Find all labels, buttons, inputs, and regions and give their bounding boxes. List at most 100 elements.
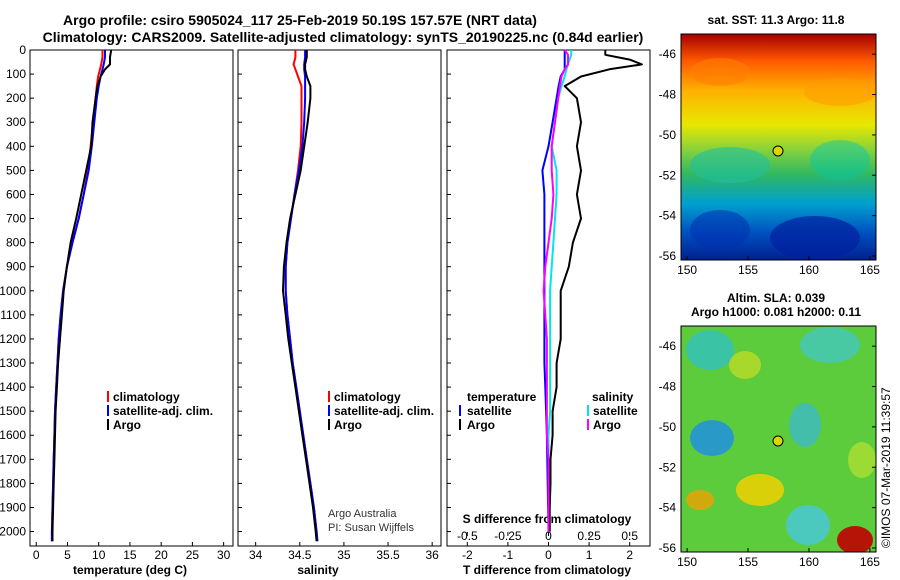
series-line-salinity-argo — [542, 49, 569, 532]
x-tick-label: 10 — [92, 548, 106, 562]
lon-tick-label: 165 — [860, 555, 880, 569]
s-diff-tick-label: -0.5 — [457, 529, 478, 543]
lon-tick-label: 160 — [799, 555, 819, 569]
x-tick-label: 25 — [186, 548, 200, 562]
sla-low-eddy — [690, 420, 734, 456]
legend-label-satellite: satellite-adj. clim. — [334, 404, 434, 418]
depth-tick-label: 1700 — [0, 452, 26, 466]
depth-tick-label: 1300 — [0, 356, 26, 370]
depth-axis: 0 100 200 300 400 500 600 700 800 900 1000 1100 1200… — [0, 43, 451, 539]
depth-tick-label: 1200 — [0, 332, 26, 346]
sst-green-patch — [690, 147, 770, 183]
sla-map-title-line1: Altim. SLA: 0.039 — [727, 291, 825, 305]
credit-pi: PI: Susan Wijffels — [328, 522, 414, 534]
legend-label-climatology: climatology — [113, 390, 180, 404]
imos-timestamp: ©IMOS 07-Mar-2019 11:39:57 — [879, 387, 893, 548]
sla-map-title-line2: Argo h1000: 0.081 h2000: 0.11 — [691, 305, 861, 319]
s-diff-tick-label: 0 — [545, 529, 552, 543]
depth-tick-label: 1800 — [0, 476, 26, 490]
salinity-panel — [237, 49, 442, 547]
temperature-legend: climatology satellite-adj. clim. Argo — [107, 390, 213, 432]
legend-title-salinity: salinity — [592, 390, 634, 404]
sla-high-eddy — [686, 490, 714, 510]
credit-program: Argo Australia — [328, 508, 397, 520]
lat-tick-label: -52 — [659, 460, 677, 474]
sst-warm-patch — [804, 78, 876, 106]
series-line-argo — [282, 50, 318, 542]
legend-label-t-argo: Argo — [467, 418, 495, 432]
difference-series — [541, 49, 643, 532]
lon-tick-label: 155 — [738, 555, 758, 569]
depth-tick-label: 1000 — [0, 284, 26, 298]
lon-tick-label: 165 — [860, 263, 880, 277]
x-tick-label: 0 — [545, 548, 552, 562]
series-line-temperature-argo — [548, 50, 643, 532]
lat-tick-label: -52 — [659, 168, 677, 182]
x-tick-label: 5 — [64, 548, 71, 562]
depth-tick-label: 1400 — [0, 380, 26, 394]
temperature-axis: 0 5 10 15 20 25 30 — [33, 542, 231, 562]
sst-warm-patch — [690, 58, 750, 86]
figure-title-line1: Argo profile: csiro 5905024_117 25-Feb-2… — [63, 12, 537, 28]
x-tick-label: -1 — [503, 548, 514, 562]
temperature-axis-label: temperature (deg C) — [73, 563, 187, 577]
legend-label-s-argo: Argo — [593, 418, 621, 432]
lat-tick-label: -50 — [659, 420, 677, 434]
depth-tick-label: 900 — [6, 260, 26, 274]
depth-tick-label: 700 — [6, 212, 26, 226]
sla-low-eddy — [786, 505, 830, 545]
depth-tick-label: 1100 — [0, 308, 26, 322]
lat-tick-label: -56 — [659, 541, 677, 555]
sla-high-eddy — [837, 526, 873, 552]
depth-tick-label: 500 — [6, 163, 26, 177]
t-difference-axis-label: T difference from climatology — [463, 563, 631, 577]
x-tick-label: 30 — [217, 548, 231, 562]
s-difference-axis: -0.5 -0.25 0 0.25 0.5 — [457, 529, 638, 543]
lat-tick-label: -48 — [659, 380, 677, 394]
sst-map-title: sat. SST: 11.3 Argo: 11.8 — [708, 13, 845, 27]
sla-map-frame — [680, 325, 877, 553]
salinity-axis: 34 34.5 35 35.5 36 — [249, 542, 439, 562]
lat-tick-label: -54 — [659, 501, 677, 515]
legend-label-t-satellite: satellite — [467, 404, 512, 418]
t-difference-axis: -2 -1 0 1 2 — [462, 542, 633, 562]
x-tick-label: 20 — [154, 548, 168, 562]
depth-tick-label: 800 — [6, 236, 26, 250]
depth-tick-label: 400 — [6, 139, 26, 153]
lon-tick-label: 160 — [799, 263, 819, 277]
lat-tick-label: -46 — [659, 47, 677, 61]
s-diff-tick-label: -0.25 — [494, 529, 522, 543]
s-diff-tick-label: 0.25 — [577, 529, 601, 543]
series-line-argo — [51, 49, 113, 542]
sla-low-eddy — [800, 327, 860, 363]
legend-title-temperature: temperature — [467, 390, 537, 404]
x-tick-label: 34 — [249, 548, 263, 562]
x-tick-label: 1 — [586, 548, 593, 562]
lat-tick-label: -46 — [659, 339, 677, 353]
depth-tick-label: 2000 — [0, 525, 26, 539]
depth-tick-label: 1500 — [0, 404, 26, 418]
s-difference-axis-label: S difference from climatology — [463, 512, 632, 526]
depth-tick-label: 600 — [6, 187, 26, 201]
legend-label-s-satellite: satellite — [593, 404, 638, 418]
sla-argo-position-marker — [772, 435, 784, 447]
x-tick-label: 34.5 — [288, 548, 312, 562]
temperature-panel — [29, 49, 234, 547]
lon-tick-label: 150 — [677, 263, 697, 277]
depth-tick-label: 100 — [6, 67, 26, 81]
depth-tick-label: 1900 — [0, 500, 26, 514]
x-tick-label: 0 — [33, 548, 40, 562]
depth-tick-label: 300 — [6, 115, 26, 129]
lat-tick-label: -50 — [659, 128, 677, 142]
sla-low-eddy — [789, 403, 821, 447]
x-tick-label: 36 — [425, 548, 439, 562]
legend-label-climatology: climatology — [334, 390, 401, 404]
temperature-series — [50, 49, 113, 542]
lon-tick-label: 155 — [738, 263, 758, 277]
sst-argo-position-marker — [772, 145, 784, 157]
salinity-axis-label: salinity — [297, 563, 339, 577]
